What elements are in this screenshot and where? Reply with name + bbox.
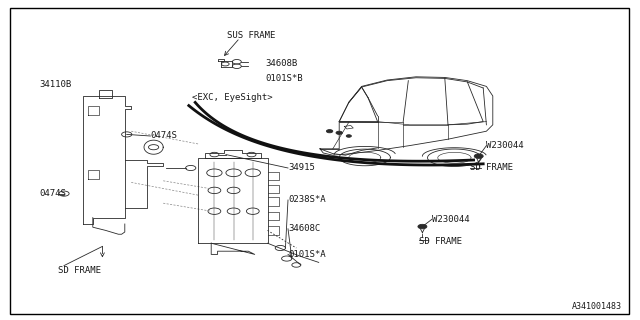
Text: 34608B: 34608B (266, 60, 298, 68)
Text: <EXC, EyeSight>: <EXC, EyeSight> (192, 93, 273, 102)
Text: SD FRAME: SD FRAME (419, 237, 462, 246)
Circle shape (418, 224, 427, 229)
Circle shape (326, 130, 333, 133)
Circle shape (336, 131, 342, 134)
Text: W230044: W230044 (486, 141, 524, 150)
Text: A341001483: A341001483 (572, 302, 622, 311)
Text: 0101S*A: 0101S*A (288, 250, 326, 259)
Circle shape (346, 135, 351, 137)
Text: SUS FRAME: SUS FRAME (227, 31, 276, 40)
Text: 0238S*A: 0238S*A (288, 196, 326, 204)
Text: 0474S: 0474S (40, 189, 67, 198)
Text: 34915: 34915 (288, 164, 315, 172)
Text: SD FRAME: SD FRAME (470, 164, 513, 172)
Text: 34110B: 34110B (40, 80, 72, 89)
Text: 34608C: 34608C (288, 224, 320, 233)
Circle shape (474, 154, 483, 158)
Text: SD FRAME: SD FRAME (58, 266, 100, 275)
Text: 0474S: 0474S (150, 132, 177, 140)
Text: W230044: W230044 (432, 215, 470, 224)
Text: 0101S*B: 0101S*B (266, 74, 303, 83)
